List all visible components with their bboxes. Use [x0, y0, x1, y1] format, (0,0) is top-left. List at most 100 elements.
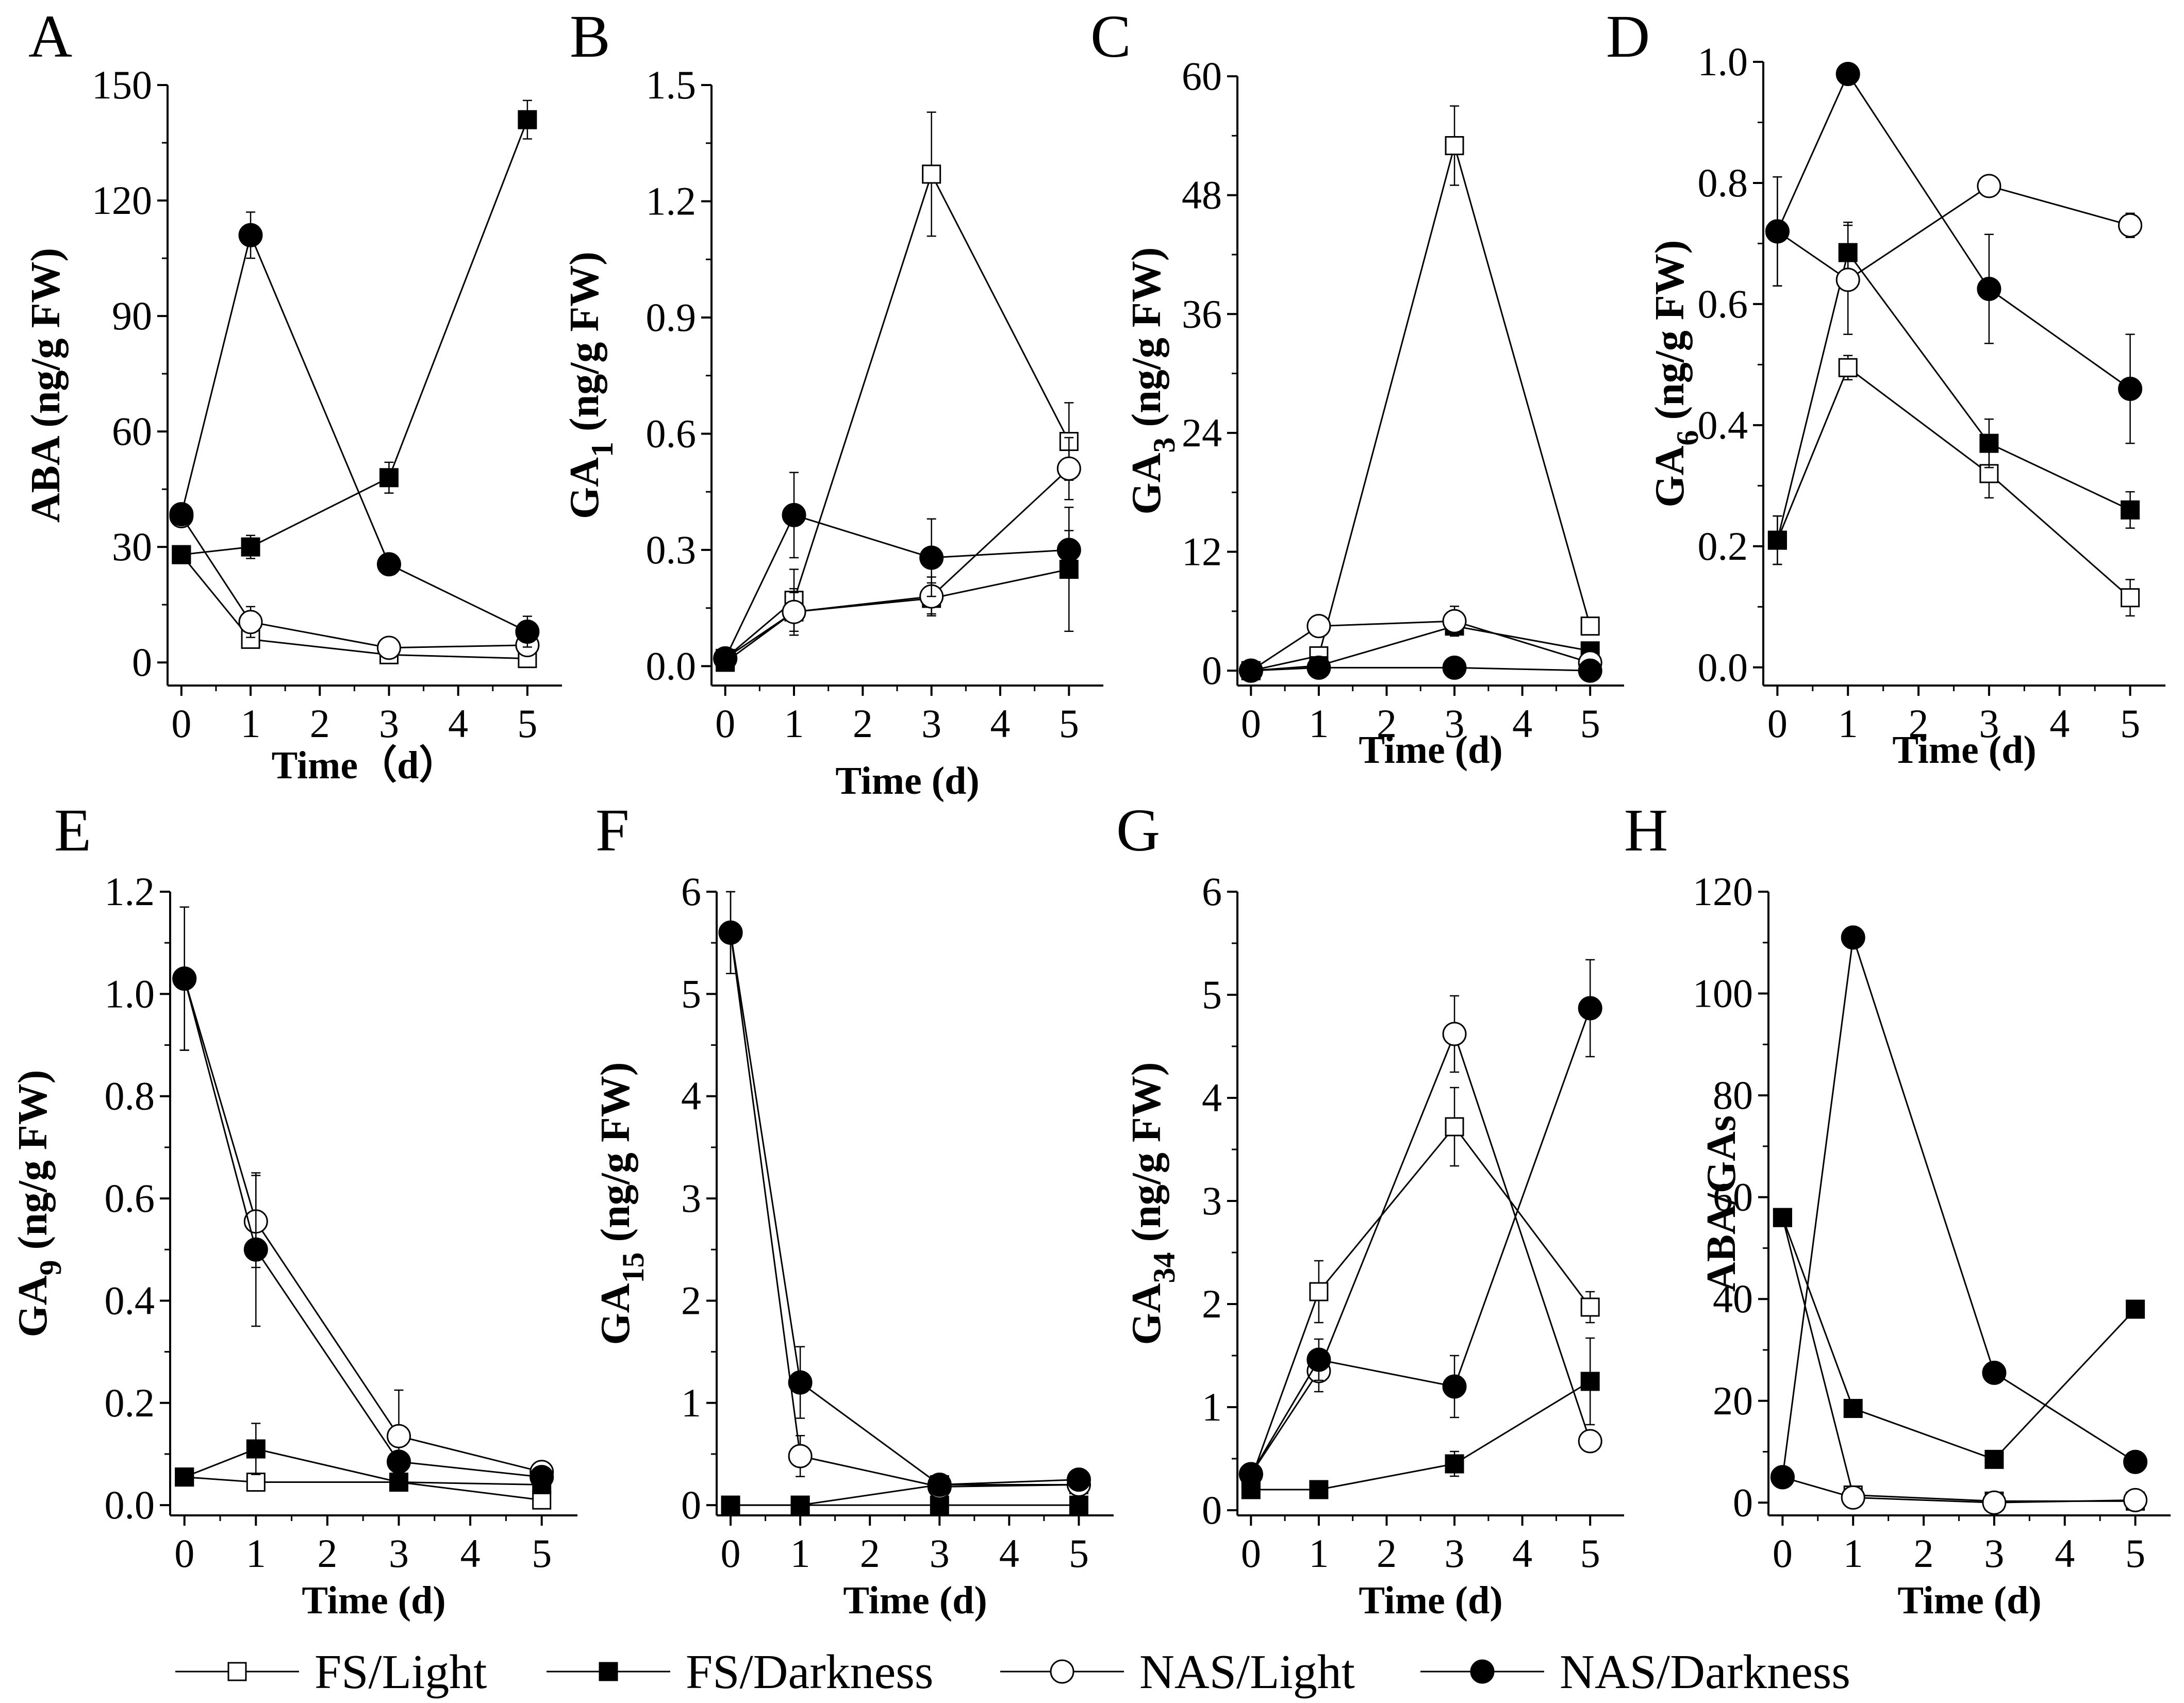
x-axis-title: Time (d)	[1359, 728, 1502, 772]
data-point	[1442, 609, 1467, 633]
data-point	[2126, 1299, 2145, 1319]
x-tick-label: 4	[999, 1531, 1019, 1576]
data-point	[1442, 1374, 1467, 1399]
y-axis-title: GA6 (ng/g FW)	[1647, 240, 1705, 508]
y-tick-label: 24	[1182, 410, 1222, 455]
panel-letter-h: H	[1624, 796, 1668, 864]
y-axis-title-subscript: 34	[1147, 1252, 1181, 1283]
y-axis-title-units: (ng/g FW)	[1124, 247, 1169, 438]
y-tick-label: 30	[112, 524, 152, 569]
y-tick-label: 4	[1202, 1075, 1222, 1120]
y-axis-title-subscript: 9	[34, 1260, 68, 1275]
y-tick-label: 48	[1182, 173, 1222, 218]
series-fs-darkness	[172, 99, 537, 564]
x-tick-label: 1	[1843, 1531, 1863, 1576]
y-tick-label: 1.0	[1698, 39, 1748, 84]
y-tick-label: 0.6	[646, 411, 697, 456]
data-point	[1056, 456, 1081, 481]
x-tick-label: 1	[1309, 701, 1329, 746]
x-tick-label: 2	[310, 701, 330, 746]
y-axis-title-main: GA	[1124, 453, 1169, 514]
x-tick-label: 1	[1838, 701, 1858, 746]
x-tick-label: 2	[1914, 1531, 1934, 1576]
x-tick-label: 3	[1445, 1531, 1465, 1576]
series-fs-darkness	[1241, 1337, 1600, 1499]
series-fs-light	[1241, 105, 1600, 680]
series-line	[180, 232, 528, 632]
series-nas-light	[1238, 995, 1602, 1487]
y-tick-label: 1	[1202, 1384, 1222, 1429]
legend-label: NAS/Light	[1139, 1645, 1355, 1699]
y-tick-label: 0	[681, 1482, 701, 1527]
y-axis-title: ABA/GAs	[1699, 1115, 1744, 1292]
y-tick-label: 0.0	[646, 643, 697, 688]
panel-letter-d: D	[1606, 3, 1650, 70]
legend-marker	[599, 1662, 618, 1681]
x-tick-label: 4	[1512, 701, 1532, 746]
series-nas-darkness	[1238, 959, 1602, 1487]
y-tick-label: 6	[1202, 869, 1222, 914]
y-tick-label: 20	[1713, 1378, 1753, 1423]
series-line	[724, 569, 1069, 663]
series-nas-darkness	[718, 891, 1091, 1497]
y-tick-label: 0.2	[105, 1380, 155, 1425]
series-line	[1250, 620, 1591, 672]
series-fs-light	[1241, 1087, 1600, 1489]
y-tick-label: 60	[1713, 1175, 1753, 1220]
x-tick-label: 1	[784, 701, 804, 746]
series-nas-light	[718, 891, 1091, 1499]
series-nas-light	[1770, 1465, 2148, 1515]
data-point	[1843, 1399, 1863, 1418]
x-tick-label: 4	[1512, 1531, 1532, 1576]
y-tick-label: 0	[132, 640, 152, 684]
series-fs-darkness	[716, 507, 1079, 672]
x-tick-label: 4	[2049, 701, 2070, 746]
data-point	[530, 1465, 554, 1490]
x-tick-label: 3	[389, 1531, 409, 1576]
x-tick-label: 4	[448, 701, 468, 746]
series-nas-light	[1238, 605, 1602, 683]
series-line	[1776, 251, 2131, 541]
data-point	[1580, 1297, 1600, 1317]
series-fs-darkness	[721, 1495, 1088, 1515]
x-axis-title: Time（d）	[272, 744, 458, 787]
data-point	[241, 537, 260, 557]
y-tick-label: 1.2	[105, 869, 155, 914]
series-line	[1250, 1031, 1591, 1475]
series-nas-light	[169, 504, 540, 660]
y-tick-label: 3	[1202, 1178, 1222, 1223]
y-axis-title-main: GA	[1647, 445, 1693, 507]
y-axis-title-units: (ng/g FW)	[10, 1070, 56, 1260]
x-axis-title: Time (d)	[835, 759, 979, 803]
data-point	[2123, 1488, 2148, 1512]
data-point	[919, 545, 944, 570]
series-fs-light	[172, 545, 537, 669]
x-tick-label: 2	[860, 1531, 880, 1576]
data-point	[2118, 213, 2143, 238]
data-point	[1578, 658, 1602, 683]
series-line	[730, 932, 1079, 1486]
series-nas-darkness	[172, 906, 554, 1490]
panel-letter-f: F	[595, 796, 630, 864]
data-point	[718, 920, 743, 945]
y-tick-label: 3	[681, 1176, 701, 1221]
series-line	[1250, 1008, 1591, 1475]
y-tick-label: 0.4	[1698, 403, 1748, 447]
x-tick-label: 1	[241, 701, 261, 746]
series-line	[1251, 1380, 1591, 1491]
y-axis-title-units: (ng/g FW)	[1124, 1062, 1169, 1253]
series-nas-darkness	[1770, 925, 2148, 1490]
data-point	[376, 552, 401, 577]
data-point	[930, 1495, 949, 1515]
data-point	[782, 599, 806, 624]
y-axis-title-units: (ng/g FW)	[1647, 240, 1693, 430]
data-point	[1580, 616, 1600, 636]
data-point	[175, 1467, 194, 1487]
legend-label: FS/Light	[315, 1645, 487, 1699]
series-line	[1781, 1217, 2136, 1461]
y-axis-title: ABA (ng/g FW)	[23, 248, 69, 523]
x-tick-label: 2	[317, 1531, 337, 1576]
